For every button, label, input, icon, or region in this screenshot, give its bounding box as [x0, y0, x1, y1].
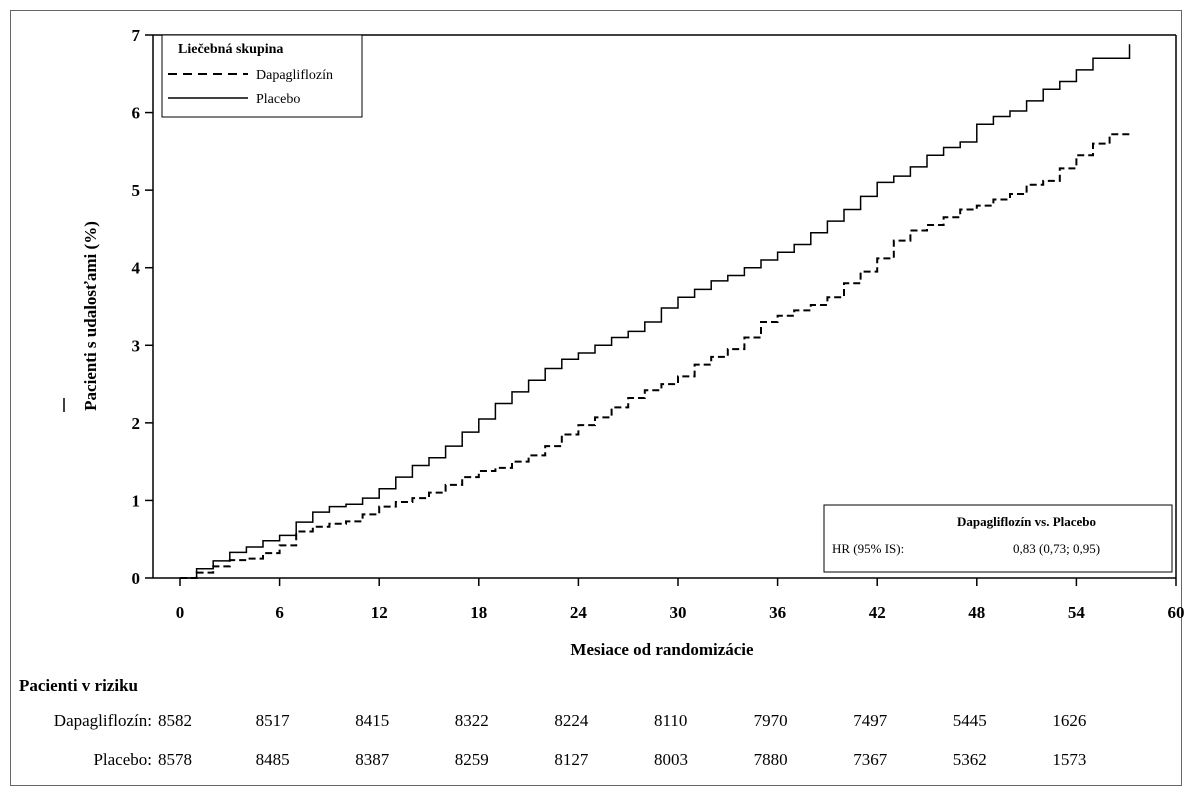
- risk-cell: 7970: [754, 711, 788, 730]
- x-tick-label: 48: [968, 603, 985, 622]
- legend-title: Liečebná skupina: [178, 42, 283, 57]
- risk-cell: 7497: [853, 711, 888, 730]
- x-tick-label: 12: [371, 603, 388, 622]
- legend: Liečebná skupina Dapagliflozín Placebo: [161, 34, 363, 118]
- series-layer: [180, 44, 1131, 579]
- risk-row-label-placebo: Placebo:: [93, 750, 152, 769]
- y-axis-ticks: 0 1 2 3 4 5 6 7: [132, 26, 153, 588]
- y-axis-title: Pacienti s udalosťami (%): [81, 221, 100, 411]
- y-tick-label: 3: [132, 336, 141, 355]
- legend-box: [161, 34, 363, 118]
- risk-cell: 8582: [158, 711, 192, 730]
- legend-dapagliflozin-label: Dapagliflozín: [256, 68, 333, 83]
- hr-box: Dapagliflozín vs. Placebo HR (95% IS): 0…: [823, 504, 1173, 573]
- risk-cell: 1573: [1052, 750, 1086, 769]
- risk-cell: 8110: [654, 711, 687, 730]
- risk-cell: 8259: [455, 750, 489, 769]
- series-line-placebo: [180, 44, 1131, 579]
- figure-frame: [10, 10, 1182, 786]
- risk-cells: 8582 8517 8415 8322 8224 8110 7970 7497 5445 1626…: [158, 711, 1086, 769]
- x-tick-label: 54: [1068, 603, 1086, 622]
- risk-cell: 8415: [355, 711, 389, 730]
- risk-cell: 5445: [953, 711, 987, 730]
- y-tick-label: 4: [132, 259, 141, 278]
- y-tick-label: 1: [132, 491, 141, 510]
- hr-label: HR (95% IS):: [832, 541, 904, 556]
- x-axis-title: Mesiace od randomizácie: [570, 640, 754, 659]
- risk-cell: 8485: [256, 750, 290, 769]
- x-axis-ticks: 0 6 12 18 24 30 36 42 48 54 60: [176, 578, 1185, 622]
- risk-cell: 8127: [554, 750, 589, 769]
- hr-box-frame: [823, 504, 1173, 573]
- risk-cell: 5362: [953, 750, 987, 769]
- risk-table-title: Pacienti v riziku: [19, 676, 138, 695]
- risk-cell: 1626: [1052, 711, 1086, 730]
- risk-cell: 8322: [455, 711, 489, 730]
- x-tick-label: 24: [570, 603, 588, 622]
- y-tick-label: 5: [132, 181, 141, 200]
- risk-cell: 8003: [654, 750, 688, 769]
- y-tick-label: 7: [132, 26, 141, 45]
- series-line-dapagliflozin: [180, 133, 1130, 579]
- x-tick-label: 0: [176, 603, 185, 622]
- risk-cell: 7367: [853, 750, 888, 769]
- y-tick-label: 2: [132, 414, 141, 433]
- legend-placebo-label: Placebo: [256, 92, 300, 107]
- x-tick-label: 18: [470, 603, 487, 622]
- risk-cell: 8387: [355, 750, 390, 769]
- risk-cell: 8578: [158, 750, 192, 769]
- risk-cell: 8517: [256, 711, 291, 730]
- x-tick-label: 36: [769, 603, 786, 622]
- risk-cell: 7880: [754, 750, 788, 769]
- y-tick-label: 6: [132, 104, 141, 123]
- hr-heading: Dapagliflozín vs. Placebo: [957, 514, 1096, 529]
- x-tick-label: 6: [275, 603, 284, 622]
- x-tick-label: 60: [1168, 603, 1185, 622]
- risk-row-label-dapagliflozin: Dapagliflozín:: [54, 711, 152, 730]
- risk-cell: 8224: [554, 711, 589, 730]
- hr-value: 0,83 (0,73; 0,95): [1013, 541, 1100, 556]
- y-tick-label: 0: [132, 569, 141, 588]
- x-tick-label: 42: [869, 603, 886, 622]
- risk-table: Pacienti v riziku Dapagliflozín: Placebo…: [19, 676, 1086, 769]
- x-tick-label: 30: [670, 603, 687, 622]
